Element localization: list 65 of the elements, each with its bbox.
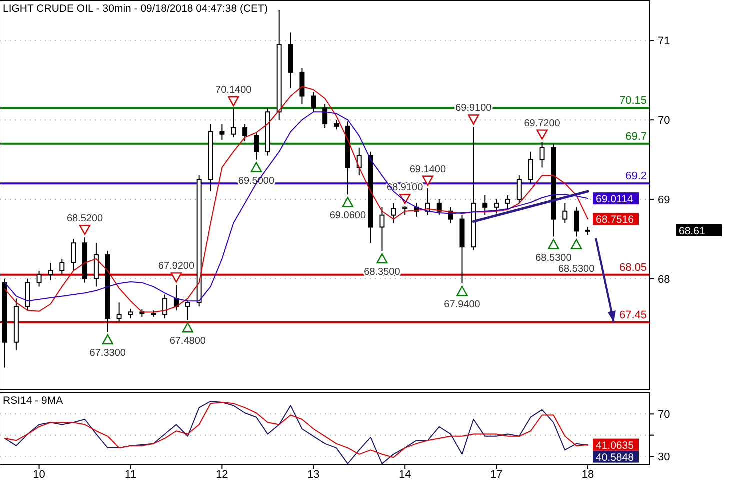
annotation: 68.5300 bbox=[536, 252, 572, 264]
candlestick bbox=[36, 270, 42, 288]
candlestick bbox=[185, 300, 190, 321]
candlestick bbox=[220, 124, 225, 140]
candlestick bbox=[494, 198, 500, 214]
y-tick-label: 71 bbox=[658, 36, 670, 48]
y-tick-label: 70 bbox=[658, 115, 670, 128]
candlestick bbox=[528, 151, 534, 184]
x-tick-label: 10 bbox=[33, 469, 46, 480]
annotation: 69.1400 bbox=[410, 164, 446, 176]
annotation: 67.4800 bbox=[170, 336, 206, 348]
candlestick bbox=[391, 202, 396, 224]
annotation: 69.0600 bbox=[330, 210, 366, 222]
ref-line-label: 69.2 bbox=[626, 170, 647, 183]
candlestick bbox=[334, 120, 340, 130]
candlestick bbox=[300, 68, 305, 105]
y-tick-label: 68 bbox=[658, 274, 670, 286]
annotation: 68.5200 bbox=[66, 214, 104, 225]
candlestick bbox=[516, 175, 522, 204]
annotation: 67.9200 bbox=[158, 261, 195, 272]
ref-line-label: 68.05 bbox=[619, 262, 647, 274]
annotation: 69.7200 bbox=[524, 118, 561, 130]
data-label: 41.0635 bbox=[596, 440, 634, 452]
candlestick bbox=[48, 262, 54, 281]
candlestick bbox=[505, 195, 510, 210]
annotation: 67.9400 bbox=[444, 300, 481, 311]
candlestick bbox=[380, 206, 385, 252]
chart-title: LIGHT CRUDE OIL - 30min - 09/18/2018 04:47:38 (CET) bbox=[3, 3, 268, 15]
data-label: 40.5848 bbox=[596, 452, 634, 464]
chart-title: RSI14 - 9MA bbox=[3, 395, 64, 407]
candlestick bbox=[25, 278, 30, 312]
candlestick bbox=[322, 104, 328, 129]
x-tick-label: 13 bbox=[308, 469, 320, 480]
candlestick bbox=[562, 202, 568, 224]
y-tick-label: 30 bbox=[658, 452, 670, 464]
candlestick bbox=[242, 124, 248, 142]
x-tick-label: 17 bbox=[490, 469, 503, 480]
candlestick bbox=[254, 131, 259, 160]
candlestick bbox=[128, 308, 134, 320]
x-tick-label: 11 bbox=[125, 469, 136, 480]
annotation: 70.1400 bbox=[216, 84, 252, 96]
candlestick bbox=[574, 206, 580, 238]
annotation: 67.3300 bbox=[90, 348, 126, 360]
candlestick bbox=[311, 92, 316, 113]
data-label: 69.0114 bbox=[596, 194, 634, 206]
text: 68.61 bbox=[679, 225, 706, 238]
candlestick bbox=[60, 258, 65, 276]
candlestick bbox=[71, 238, 76, 272]
ref-line-label: 70.15 bbox=[619, 95, 647, 108]
y-tick-label: 70 bbox=[658, 409, 670, 422]
y-tick-label: 69 bbox=[658, 194, 670, 206]
ref-line-label: 69.7 bbox=[626, 130, 647, 143]
data-label: 68.7516 bbox=[596, 214, 634, 226]
candlestick bbox=[116, 302, 122, 324]
x-tick-label: 14 bbox=[398, 469, 412, 480]
candlestick bbox=[162, 294, 168, 320]
x-tick-label: 18 bbox=[582, 469, 594, 480]
annotation: 68.5300 bbox=[558, 264, 596, 275]
candlestick bbox=[231, 108, 236, 138]
candlestick bbox=[540, 142, 545, 168]
candlestick bbox=[436, 198, 442, 216]
candlestick bbox=[482, 195, 488, 216]
candlestick bbox=[94, 242, 99, 288]
x-tick-label: 12 bbox=[216, 469, 228, 480]
ref-line-label: 67.45 bbox=[619, 310, 647, 322]
